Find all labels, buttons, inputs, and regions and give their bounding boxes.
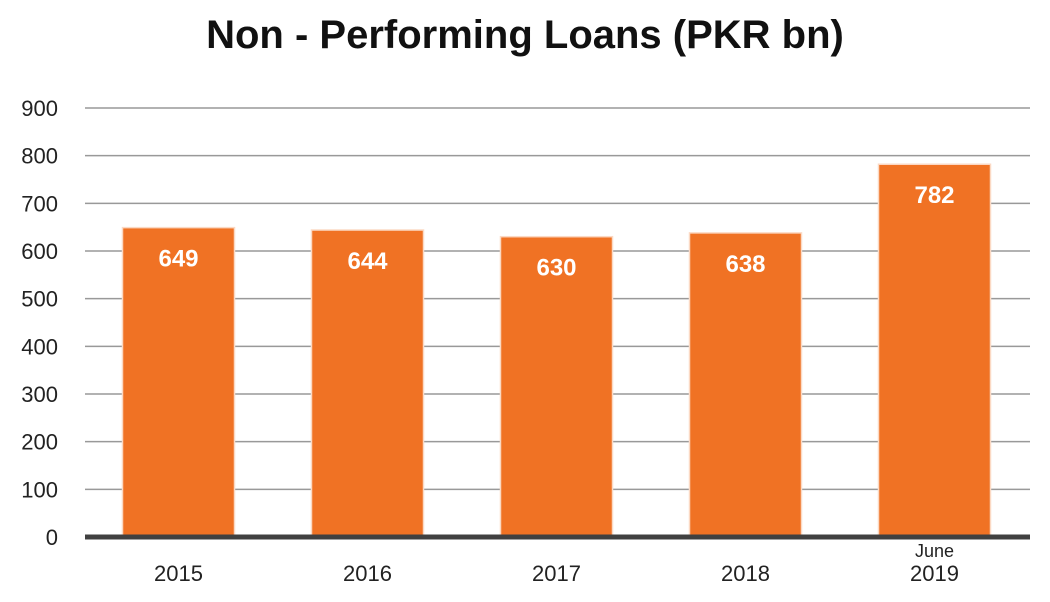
y-tick-label: 300 bbox=[21, 382, 58, 407]
x-tick-label: 2019 bbox=[910, 561, 959, 586]
x-tick-label: 2015 bbox=[154, 561, 203, 586]
data-label: 638 bbox=[725, 251, 765, 278]
data-labels: 649 644 630 638 782 bbox=[158, 182, 954, 281]
y-tick-label: 0 bbox=[46, 525, 58, 550]
x-tick-label: 2016 bbox=[343, 561, 392, 586]
chart-title: Non - Performing Loans (PKR bn) bbox=[206, 13, 844, 57]
data-label: 782 bbox=[914, 182, 954, 209]
bar bbox=[877, 163, 992, 538]
data-label: 649 bbox=[158, 246, 198, 273]
bar bbox=[310, 229, 425, 538]
x-tick-label: 2018 bbox=[721, 561, 770, 586]
y-axis-tick-labels: 0 100 200 300 400 500 600 700 800 900 bbox=[21, 96, 58, 550]
bar bbox=[121, 226, 236, 538]
bar bbox=[499, 235, 614, 538]
bars bbox=[121, 163, 992, 538]
x-tick-label-line1: June bbox=[915, 541, 954, 561]
x-tick-label: 2017 bbox=[532, 561, 581, 586]
y-tick-label: 400 bbox=[21, 334, 58, 359]
y-tick-label: 100 bbox=[21, 477, 58, 502]
y-tick-label: 900 bbox=[21, 96, 58, 121]
data-label: 644 bbox=[347, 248, 388, 275]
bar bbox=[688, 232, 803, 538]
y-tick-label: 600 bbox=[21, 239, 58, 264]
y-tick-label: 500 bbox=[21, 287, 58, 312]
y-tick-label: 200 bbox=[21, 430, 58, 455]
y-tick-label: 700 bbox=[21, 191, 58, 216]
y-tick-label: 800 bbox=[21, 144, 58, 169]
data-label: 630 bbox=[536, 255, 576, 282]
